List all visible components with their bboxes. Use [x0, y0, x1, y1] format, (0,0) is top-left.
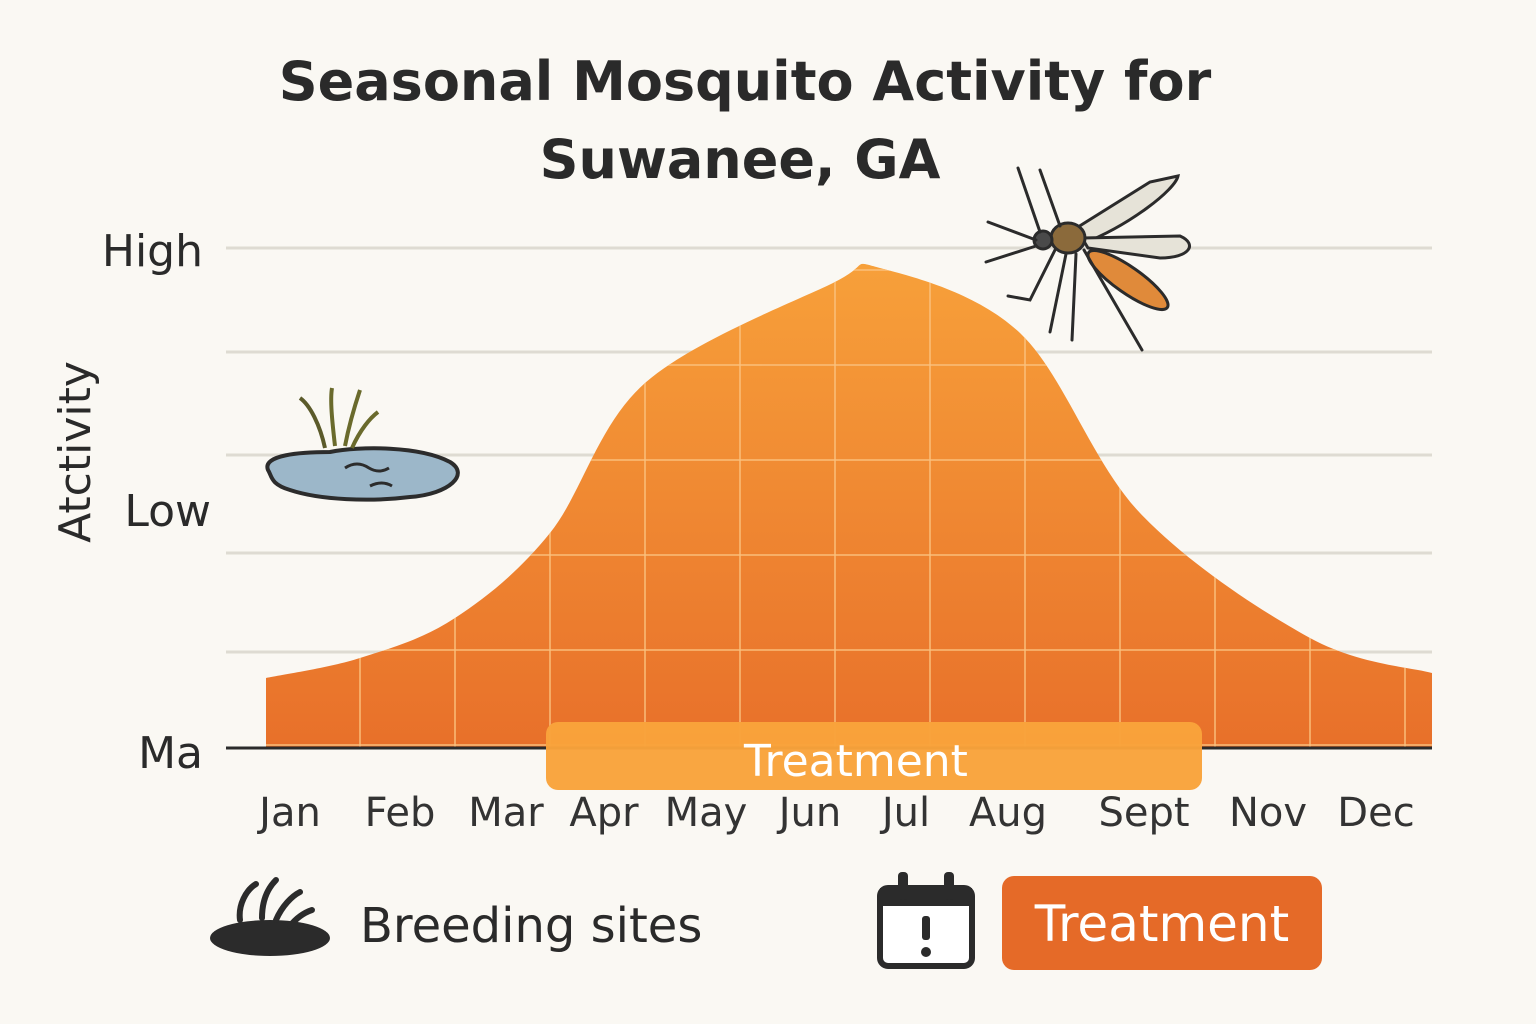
- x-tick-aug: Aug: [969, 790, 1047, 836]
- x-tick-may: May: [665, 790, 748, 836]
- calendar-alert-icon: [877, 872, 975, 969]
- y-tick-low: Low: [124, 486, 211, 537]
- y-axis-title: Atctivity: [50, 361, 101, 543]
- x-tick-jul: Jul: [879, 790, 930, 836]
- x-tick-jun: Jun: [776, 790, 842, 836]
- y-tick-high: High: [102, 226, 203, 277]
- pond-grass-icon: [265, 387, 460, 502]
- chart-title-line-2: Suwanee, GA: [540, 128, 941, 191]
- legend-item-treatment: Treatment: [877, 872, 1322, 970]
- treatment-band-label: Treatment: [743, 736, 968, 787]
- legend-pond-icon: [210, 877, 330, 956]
- x-tick-mar: Mar: [468, 790, 544, 836]
- activity-area: [266, 263, 1432, 748]
- legend-label-breeding-sites: Breeding sites: [360, 898, 702, 954]
- y-tick-ma: Ma: [138, 728, 203, 779]
- x-tick-sept: Sept: [1098, 790, 1189, 836]
- mosquito-icon: [984, 166, 1191, 352]
- x-tick-apr: Apr: [569, 790, 639, 836]
- legend-treatment-badge: [1002, 876, 1322, 970]
- legend-item-breeding-sites: Breeding sites: [210, 877, 702, 956]
- chart-title-line-1: Seasonal Mosquito Activity for: [279, 50, 1212, 113]
- x-tick-feb: Feb: [365, 790, 436, 836]
- x-tick-jan: Jan: [256, 790, 321, 836]
- x-tick-nov: Nov: [1229, 790, 1307, 836]
- legend-label-treatment: Treatment: [1034, 895, 1289, 953]
- treatment-band: [546, 722, 1202, 790]
- x-tick-labels: Jan Feb Mar Apr May Jun Jul Aug Sept Nov Dec: [256, 790, 1415, 836]
- x-tick-dec: Dec: [1337, 790, 1414, 836]
